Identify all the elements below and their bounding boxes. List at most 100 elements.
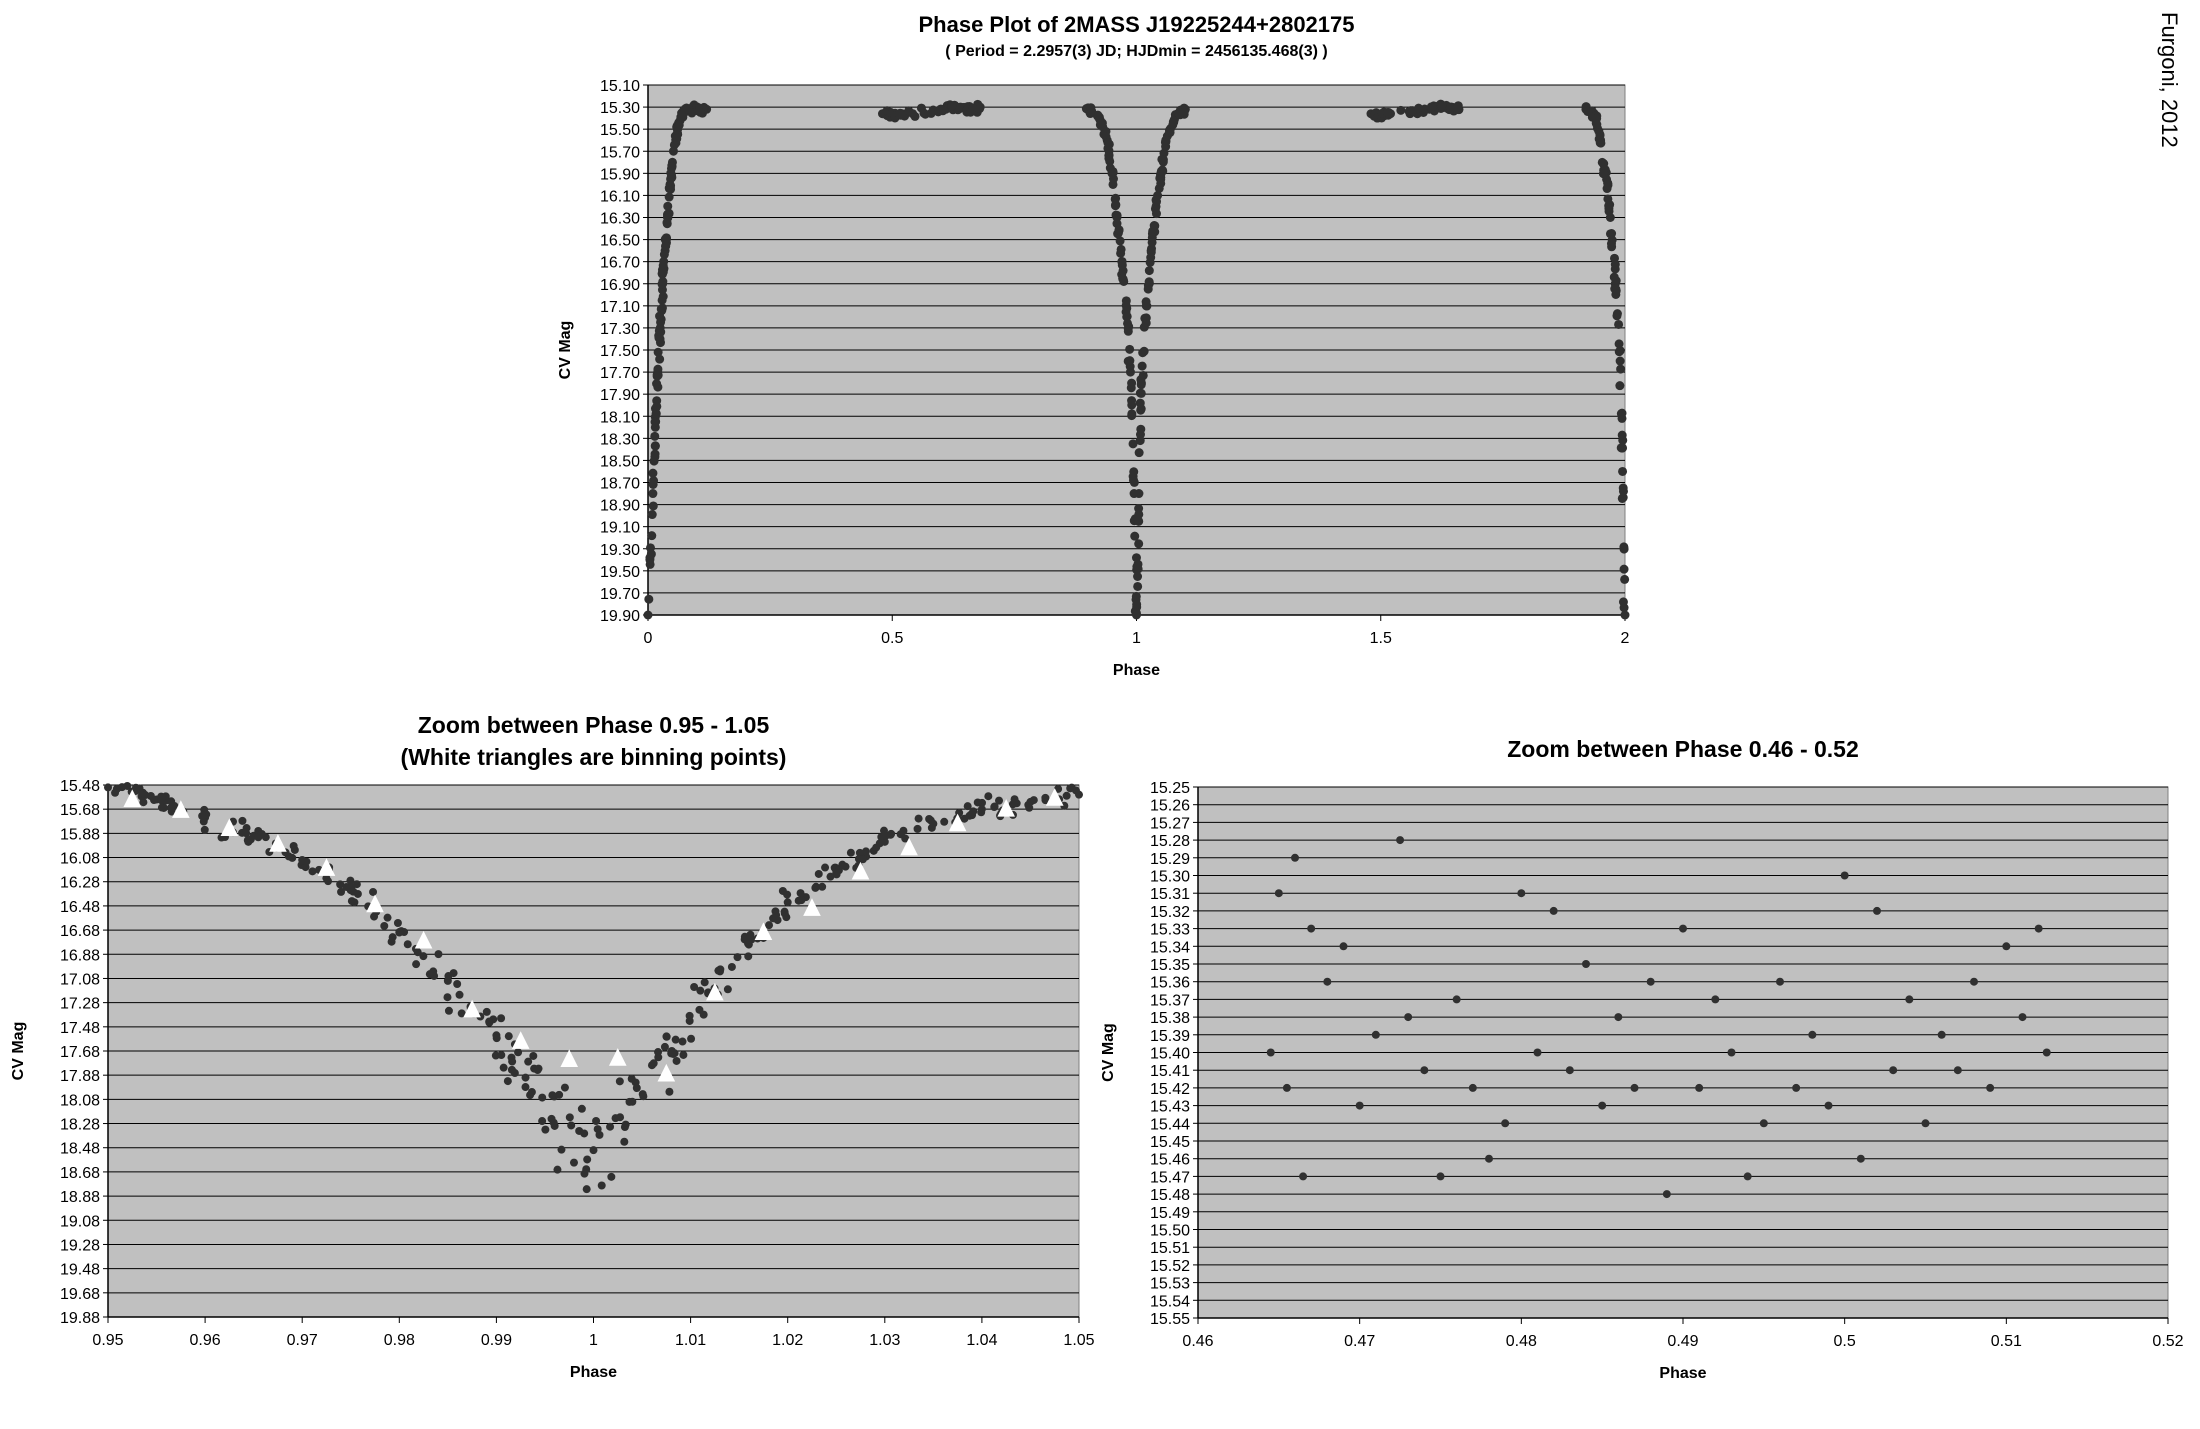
data-point <box>1129 467 1139 477</box>
x-tick-label: 0.97 <box>287 1332 318 1349</box>
x-tick-label: 0.47 <box>1344 1333 1375 1350</box>
y-tick-label: 18.08 <box>60 1092 100 1109</box>
data-point <box>526 1091 535 1100</box>
data-point <box>665 182 675 192</box>
chart-title: Zoom between Phase 0.95 - 1.05 <box>418 712 770 738</box>
y-tick-label: 15.43 <box>1150 1099 1190 1116</box>
data-point <box>548 1091 557 1100</box>
data-point <box>510 1069 519 1078</box>
chart-subtitle: ( Period = 2.2957(3) JD; HJDmin = 245613… <box>945 43 1327 60</box>
data-point <box>1759 1119 1768 1128</box>
data-point <box>783 898 792 907</box>
author-credit-text: Furgoni, 2012 <box>2157 12 2182 148</box>
data-point <box>659 264 669 274</box>
x-tick-label: 1.01 <box>675 1332 706 1349</box>
data-point <box>541 1125 550 1134</box>
y-tick-label: 18.70 <box>600 476 640 493</box>
y-tick-label: 15.31 <box>1150 886 1190 903</box>
data-point <box>651 409 661 419</box>
x-tick-label: 1.04 <box>966 1332 997 1349</box>
data-point <box>1274 889 1283 898</box>
data-point <box>1565 1066 1574 1075</box>
data-point <box>1123 326 1133 336</box>
data-point <box>1307 924 1316 933</box>
data-point <box>973 798 982 807</box>
data-point <box>723 985 732 994</box>
data-point <box>1029 796 1038 805</box>
y-tick-label: 15.54 <box>1150 1293 1190 1310</box>
data-point <box>607 1172 616 1181</box>
data-point <box>940 817 949 826</box>
bin-point <box>608 1048 627 1066</box>
data-point <box>671 1035 680 1044</box>
data-point <box>1840 871 1849 880</box>
data-point <box>111 788 120 797</box>
data-point <box>656 327 666 337</box>
y-tick-label: 15.50 <box>1150 1223 1190 1240</box>
data-point <box>592 1117 601 1126</box>
data-point <box>1445 103 1455 113</box>
x-tick-label: 1.5 <box>1370 630 1392 647</box>
data-point <box>1468 1083 1477 1092</box>
data-point <box>1126 383 1136 393</box>
y-tick-label: 15.28 <box>1150 833 1190 850</box>
y-tick-label: 19.08 <box>60 1213 100 1230</box>
data-point <box>1103 138 1113 148</box>
data-point <box>242 829 251 838</box>
data-point <box>639 1092 648 1101</box>
data-point <box>1132 562 1142 572</box>
data-point <box>1147 232 1157 242</box>
data-point <box>1128 439 1138 449</box>
data-point <box>814 869 823 878</box>
bin-point <box>997 799 1015 817</box>
data-point <box>538 1093 547 1102</box>
data-point <box>899 826 908 835</box>
data-point <box>449 969 458 978</box>
data-point <box>497 1051 506 1060</box>
y-axis-label: CV Mag <box>557 321 574 380</box>
data-point <box>139 798 148 807</box>
data-point <box>557 1145 566 1154</box>
data-point <box>685 1011 694 1020</box>
data-point <box>123 781 132 790</box>
data-point <box>1062 791 1071 800</box>
data-point <box>1824 1101 1833 1110</box>
data-point <box>504 1032 513 1041</box>
data-point <box>727 962 736 971</box>
y-tick-label: 18.50 <box>600 453 640 470</box>
data-point <box>1098 122 1108 132</box>
data-point <box>625 1097 634 1106</box>
data-point <box>589 1146 598 1155</box>
y-tick-label: 15.48 <box>60 778 100 795</box>
data-point <box>1118 266 1128 276</box>
bin-point <box>1045 788 1064 806</box>
data-point <box>1619 564 1629 574</box>
y-tick-label: 19.50 <box>600 564 640 581</box>
data-point <box>455 990 464 999</box>
data-point <box>1128 475 1138 485</box>
data-point <box>1118 274 1128 284</box>
data-point <box>650 441 660 451</box>
chart-panel-2: Zoom between Phase 0.95 - 1.05 (White tri… <box>10 712 1095 1381</box>
data-point <box>1125 344 1135 354</box>
y-tick-label: 15.45 <box>1150 1134 1190 1151</box>
data-point <box>1662 1190 1671 1199</box>
data-point <box>687 1034 696 1043</box>
data-point <box>1112 210 1122 220</box>
data-point <box>1620 610 1630 620</box>
y-tick-label: 15.32 <box>1150 904 1190 921</box>
data-point <box>1592 120 1602 130</box>
data-point <box>1679 924 1687 933</box>
data-point <box>533 1066 542 1075</box>
data-point <box>967 810 976 819</box>
data-point <box>444 1006 453 1015</box>
y-tick-label: 15.50 <box>600 122 640 139</box>
y-tick-label: 15.30 <box>600 100 640 117</box>
data-point <box>577 1104 586 1113</box>
data-point <box>1125 367 1135 377</box>
data-point <box>1606 239 1616 249</box>
data-point <box>167 807 176 816</box>
data-point <box>261 833 270 842</box>
y-tick-label: 15.40 <box>1150 1046 1190 1063</box>
data-point <box>657 303 667 313</box>
